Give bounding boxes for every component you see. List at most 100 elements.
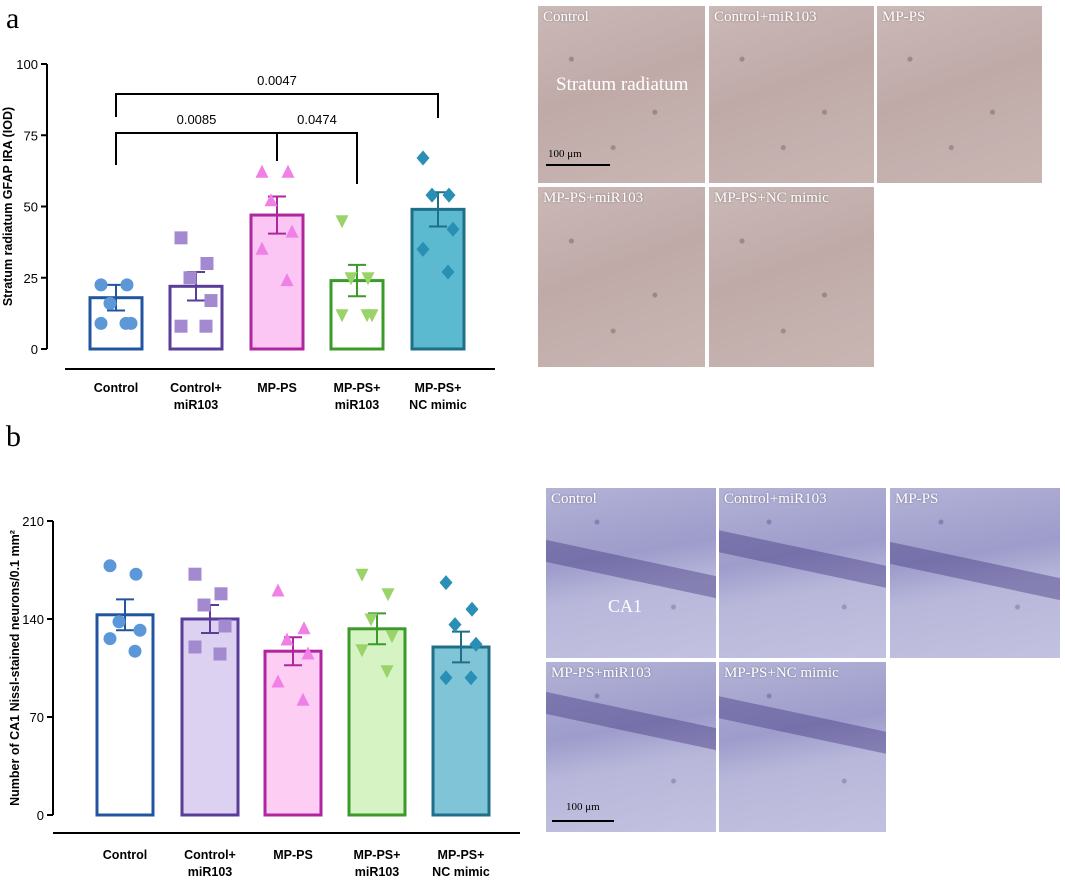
x-category-label: NC mimic (409, 398, 467, 412)
micrograph-label: Control+miR103 (714, 9, 817, 25)
data-point (199, 319, 213, 333)
y-tick-label: 140 (22, 612, 44, 627)
data-point (297, 621, 311, 635)
data-point (120, 278, 134, 292)
data-point (281, 164, 295, 178)
data-point (255, 241, 269, 255)
data-point (355, 644, 369, 658)
data-point (264, 193, 278, 207)
micrograph-label: Control+miR103 (724, 491, 827, 507)
y-tick-label: 75 (24, 128, 38, 143)
data-point (129, 567, 143, 581)
pyramidal-layer (546, 539, 716, 599)
data-point (188, 640, 202, 654)
data-point (469, 636, 483, 652)
data-point (94, 278, 108, 292)
data-point (344, 272, 358, 286)
micrograph-label: MP-PS+miR103 (551, 665, 652, 681)
pyramidal-layer (546, 691, 716, 751)
data-point (119, 316, 133, 330)
data-point (465, 601, 479, 617)
data-point (355, 568, 369, 582)
x-category-label: MP-PS+ (354, 848, 401, 862)
y-tick-label: 0 (37, 808, 44, 823)
pyramidal-layer (719, 696, 886, 754)
region-label: CA1 (608, 596, 643, 616)
x-category-label: Control (94, 381, 138, 395)
data-point (271, 583, 285, 597)
data-point (448, 617, 462, 633)
scale-bar-label: 100 μm (566, 801, 600, 813)
data-point (133, 623, 147, 637)
pyramidal-layer (890, 541, 1060, 601)
micrograph-b-mp-ps: MP-PS (890, 488, 1060, 658)
significance-bracket (115, 93, 439, 118)
micrograph-a-mp-ps-nc-mimic: MP-PS+NC mimic (709, 187, 874, 367)
scale-bar (552, 820, 614, 822)
significance-bracket (115, 132, 278, 165)
chart-gfap-ira: 0 25 50 75 100 Stratum radiatum GFAP IRA (IOD… (1, 57, 495, 412)
pyramidal-layer (719, 530, 886, 588)
data-point (464, 670, 478, 686)
x-category-label: MP-PS+ (438, 848, 485, 862)
x-category-label: Control+ (184, 848, 236, 862)
micrograph-a-control-mir103: Control+miR103 (709, 6, 874, 183)
x-category-label: miR103 (355, 865, 400, 879)
data-point (183, 271, 197, 285)
micrograph-b-mp-ps-mir103: MP-PS+miR103 100 μm (546, 662, 716, 832)
micrograph-label: Control (551, 491, 597, 507)
bar (347, 627, 407, 817)
data-point (364, 613, 378, 627)
y-tick-label: 25 (24, 271, 38, 286)
data-point (301, 646, 315, 660)
data-point (197, 598, 211, 612)
data-point (174, 231, 188, 245)
p-value-label: 0.0047 (257, 73, 297, 88)
x-category-label: MP-PS+ (334, 381, 381, 395)
p-value-label: 0.0474 (297, 112, 337, 127)
data-point (204, 294, 218, 308)
region-label: Stratum radiatum (556, 74, 689, 95)
data-point (360, 309, 374, 323)
data-point (335, 309, 349, 323)
data-point (103, 632, 117, 646)
micrograph-label: MP-PS (882, 9, 926, 25)
data-point (442, 187, 456, 203)
panel-b-letter: b (6, 420, 21, 453)
data-point (335, 215, 349, 229)
bar (431, 645, 491, 817)
data-point (188, 567, 202, 581)
scale-bar (546, 164, 610, 166)
panel-a-letter: a (6, 2, 20, 35)
micrograph-label: MP-PS+NC mimic (714, 190, 829, 206)
data-point (285, 224, 299, 238)
p-value-label: 0.0085 (177, 112, 217, 127)
data-point (441, 264, 455, 280)
x-category-label: Control (103, 848, 147, 862)
micrograph-label: MP-PS+miR103 (543, 190, 644, 206)
data-point (439, 670, 453, 686)
data-point (103, 296, 117, 310)
data-point (385, 630, 399, 644)
data-point (416, 241, 430, 257)
micrograph-label: MP-PS+NC mimic (724, 665, 839, 681)
y-tick-label: 50 (24, 200, 38, 215)
micrograph-a-mp-ps-mir103: MP-PS+miR103 (538, 187, 705, 367)
x-category-label: miR103 (188, 865, 233, 879)
y-tick-label: 70 (30, 710, 44, 725)
x-category-label: MP-PS+ (415, 381, 462, 395)
micrograph-b-mp-ps-nc-mimic: MP-PS+NC mimic (719, 662, 886, 832)
micrograph-label: MP-PS (895, 491, 939, 507)
x-category-label: MP-PS (273, 848, 313, 862)
y-axis-label: Number of CA1 Nissl-stained neurons/0.1 … (8, 530, 22, 806)
x-category-label: MP-PS (257, 381, 297, 395)
micrograph-b-control: Control CA1 (546, 488, 716, 658)
x-category-label: Control+ (170, 381, 222, 395)
data-point (280, 632, 294, 646)
x-category-label: NC mimic (432, 865, 490, 879)
bar (95, 613, 155, 817)
micrograph-label: Control (543, 9, 589, 25)
data-point (213, 647, 227, 661)
data-point (446, 221, 460, 237)
